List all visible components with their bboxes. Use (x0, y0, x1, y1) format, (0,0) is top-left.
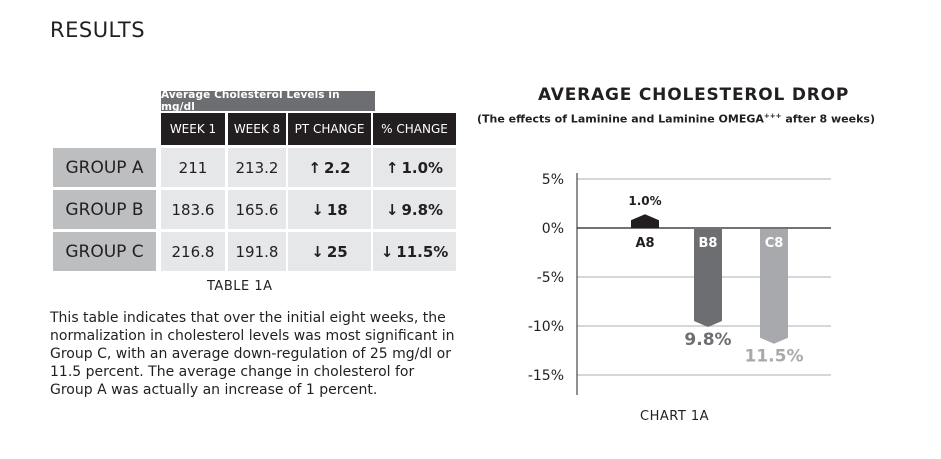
chart-subtitle-end: after 8 weeks) (781, 112, 875, 126)
group-b-week1: 183.6 (161, 190, 225, 229)
bar-a8 (631, 214, 659, 228)
y-tick-label: -5% (537, 270, 564, 286)
group-b-pt-change: ↓ 18 (288, 190, 371, 229)
y-tick-label: 0% (542, 221, 564, 237)
up-arrow-icon: ↑ (385, 158, 399, 177)
group-c-week8: 191.8 (228, 232, 286, 271)
bar-b8 (694, 229, 722, 328)
header-pct-change: % CHANGE (373, 113, 456, 145)
group-c-pct-change: ↓ 11.5% (373, 232, 456, 271)
group-a-pt-value: 2.2 (324, 158, 351, 177)
data-label: 1.0% (628, 194, 661, 208)
down-arrow-icon: ↓ (385, 200, 399, 219)
group-b-pct-change: ↓ 9.8% (373, 190, 456, 229)
group-c-pct-value: 11.5% (396, 242, 449, 261)
group-b-label: GROUP B (53, 190, 156, 229)
data-label: 11.5% (745, 347, 804, 367)
chart-subtitle-main: (The effects of Laminine and Laminine OM… (477, 112, 764, 126)
header-pt-change: PT CHANGE (288, 113, 371, 145)
category-label: C8 (765, 236, 784, 251)
results-heading: RESULTS (50, 18, 146, 42)
data-label: 9.8% (684, 330, 731, 350)
group-a-week8: 213.2 (228, 148, 286, 187)
table-label: TABLE 1A (207, 279, 273, 294)
chart-label: CHART 1A (640, 409, 710, 424)
down-arrow-icon: ↓ (380, 242, 394, 261)
down-arrow-icon: ↓ (311, 242, 324, 261)
table-caption: Average Cholesterol Levels in mg/dl (161, 89, 375, 113)
category-label: A8 (635, 236, 654, 251)
category-label: B8 (699, 236, 718, 251)
group-b-week8: 165.6 (228, 190, 286, 229)
down-arrow-icon: ↓ (311, 200, 324, 219)
chart-title: AVERAGE CHOLESTEROL DROP (538, 85, 850, 105)
y-tick-label: -10% (528, 319, 564, 335)
header-week8: WEEK 8 (228, 113, 286, 145)
up-arrow-icon: ↑ (308, 158, 321, 177)
header-week1: WEEK 1 (161, 113, 225, 145)
group-a-week1: 211 (161, 148, 225, 187)
group-a-pt-change: ↑ 2.2 (288, 148, 371, 187)
group-c-pt-change: ↓ 25 (288, 232, 371, 271)
group-c-pt-value: 25 (326, 242, 348, 261)
group-a-pct-value: 1.0% (401, 158, 444, 177)
group-c-week1: 216.8 (161, 232, 225, 271)
group-a-pct-change: ↑ 1.0% (373, 148, 456, 187)
group-a-label: GROUP A (53, 148, 156, 187)
y-tick-label: -15% (528, 368, 564, 384)
y-tick-label: 5% (542, 172, 564, 188)
chart-subtitle-sup: +++ (763, 112, 782, 120)
summary-paragraph: This table indicates that over the initi… (50, 310, 455, 398)
bar-c8 (760, 229, 788, 344)
group-c-label: GROUP C (53, 232, 156, 271)
chart-subtitle: (The effects of Laminine and Laminine OM… (477, 112, 875, 126)
group-b-pt-value: 18 (326, 200, 348, 219)
group-b-pct-value: 9.8% (401, 200, 444, 219)
